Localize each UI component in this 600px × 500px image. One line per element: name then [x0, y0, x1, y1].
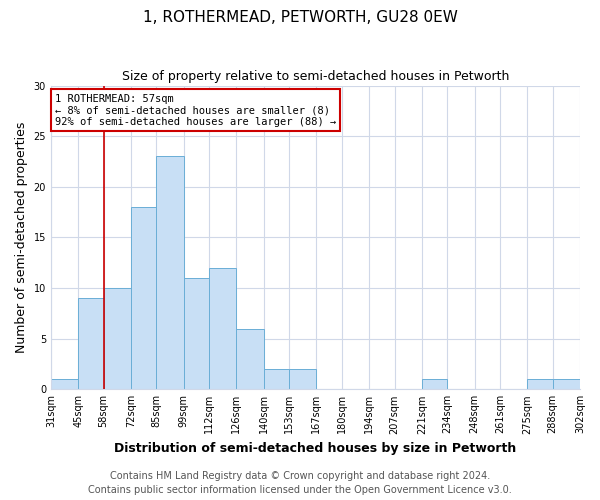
Bar: [157, 156, 184, 390]
X-axis label: Distribution of semi-detached houses by size in Petworth: Distribution of semi-detached houses by …: [115, 442, 517, 455]
Bar: [264, 369, 289, 390]
Bar: [184, 278, 209, 390]
Bar: [51, 379, 78, 390]
Bar: [422, 379, 447, 390]
Bar: [289, 369, 316, 390]
Bar: [236, 328, 264, 390]
Bar: [209, 268, 236, 390]
Bar: [553, 379, 580, 390]
Text: 1, ROTHERMEAD, PETWORTH, GU28 0EW: 1, ROTHERMEAD, PETWORTH, GU28 0EW: [143, 10, 457, 25]
Title: Size of property relative to semi-detached houses in Petworth: Size of property relative to semi-detach…: [122, 70, 509, 83]
Bar: [78, 298, 104, 390]
Text: 1 ROTHERMEAD: 57sqm
← 8% of semi-detached houses are smaller (8)
92% of semi-det: 1 ROTHERMEAD: 57sqm ← 8% of semi-detache…: [55, 94, 336, 127]
Bar: [131, 207, 157, 390]
Bar: [104, 288, 131, 390]
Bar: [527, 379, 553, 390]
Text: Contains HM Land Registry data © Crown copyright and database right 2024.
Contai: Contains HM Land Registry data © Crown c…: [88, 471, 512, 495]
Y-axis label: Number of semi-detached properties: Number of semi-detached properties: [15, 122, 28, 353]
